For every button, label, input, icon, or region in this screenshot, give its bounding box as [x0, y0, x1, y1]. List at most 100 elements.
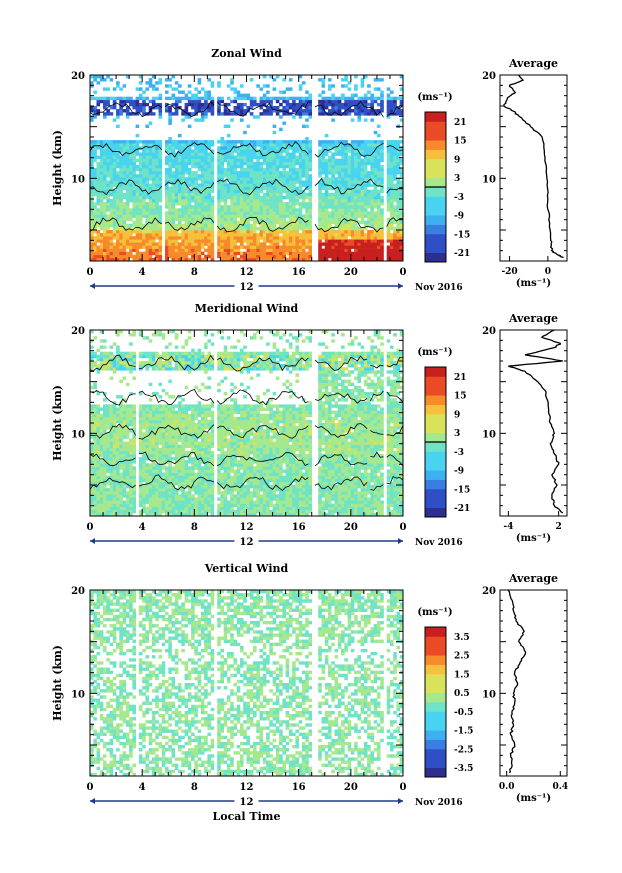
heatmap-cell [132, 444, 136, 449]
heatmap-cell [236, 214, 241, 218]
heatmap-cell [90, 96, 94, 101]
heatmap-cell [305, 161, 309, 166]
heatmap-cell [344, 205, 348, 209]
heatmap-cell [262, 171, 267, 175]
heatmap-cell [135, 199, 140, 203]
heatmap-cell [331, 93, 335, 97]
heatmap-cell [363, 214, 368, 218]
heatmap-cell [282, 248, 286, 252]
heatmap-cell [292, 257, 296, 262]
heatmap-cell [259, 242, 264, 246]
heatmap-cell [96, 413, 101, 418]
heatmap-cell [376, 257, 381, 262]
heatmap-cell [259, 189, 264, 194]
heatmap-cell [122, 404, 127, 408]
heatmap-cell [116, 124, 120, 128]
heatmap-cell [376, 236, 381, 240]
heatmap-cell [171, 226, 176, 231]
heatmap-cell [132, 106, 136, 110]
heatmap-cell [275, 75, 280, 79]
heatmap-cell [129, 333, 133, 337]
heatmap-cell [119, 87, 123, 91]
heatmap-cell [112, 96, 117, 101]
heatmap-cell [226, 233, 231, 237]
heatmap-cell [116, 189, 120, 194]
heatmap-cell [350, 233, 355, 237]
heatmap-cell [145, 351, 149, 356]
heatmap-cell [301, 214, 306, 218]
heatmap-cell [184, 236, 189, 240]
heatmap-cell [148, 239, 153, 243]
heatmap-cell [191, 93, 195, 97]
heatmap-cell [165, 174, 169, 178]
heatmap-cell [148, 171, 153, 175]
heatmap-cell [103, 236, 107, 240]
heatmap-cell [125, 364, 130, 368]
heatmap-cell [233, 189, 238, 194]
heatmap-cell [246, 236, 251, 240]
heatmap-cell [129, 226, 133, 231]
heatmap-cell [386, 257, 391, 262]
heatmap-cell [116, 457, 120, 461]
heatmap-cell [168, 233, 172, 237]
colorbar-swatch [425, 130, 446, 141]
heatmap-cell [99, 205, 104, 209]
heatmap-cell [129, 460, 133, 464]
heatmap-cell [279, 257, 283, 262]
heatmap-cell [308, 164, 312, 169]
heatmap-cell [301, 158, 306, 163]
heatmap-cell [292, 214, 296, 218]
heatmap-cell [305, 155, 309, 159]
heatmap-cell [282, 99, 286, 104]
heatmap-cell [181, 254, 185, 259]
heatmap-cell [347, 226, 352, 231]
heatmap-cell [125, 478, 130, 483]
heatmap-cell [168, 158, 172, 163]
heatmap-cell [145, 189, 149, 194]
heatmap-cell [363, 236, 368, 240]
heatmap-cell [292, 155, 296, 159]
heatmap-cell [226, 217, 231, 221]
heatmap-cell [148, 485, 153, 489]
heatmap-cell [174, 236, 179, 240]
heatmap-cell [249, 102, 254, 107]
heatmap-cell [132, 208, 136, 212]
heatmap-cell [165, 158, 169, 163]
heatmap-cell [236, 251, 241, 256]
heatmap-cell [243, 149, 247, 153]
heatmap-cell [90, 202, 94, 206]
heatmap-cell [145, 404, 149, 408]
heatmap-cell [181, 155, 185, 159]
heatmap-cell [331, 254, 335, 259]
heatmap-cell [112, 472, 117, 476]
heatmap-cell [122, 416, 127, 421]
heatmap-cell [217, 186, 221, 190]
heatmap-cell [350, 140, 355, 144]
heatmap-cell [93, 423, 97, 427]
heatmap-cell [116, 177, 120, 181]
heatmap-cell [106, 158, 110, 163]
heatmap-cell [93, 242, 97, 246]
heatmap-cell [321, 161, 326, 166]
heatmap-cell [236, 109, 241, 113]
heatmap-cell [279, 149, 283, 153]
heatmap-cell [138, 485, 143, 489]
heatmap-cell [129, 481, 133, 486]
heatmap-cell [321, 171, 326, 175]
heatmap-cell [178, 161, 182, 166]
heatmap-cell [373, 226, 378, 231]
heatmap-cell [337, 96, 342, 101]
heatmap-cell [272, 109, 277, 113]
heatmap-cell [184, 208, 189, 212]
heatmap-cell [96, 472, 101, 476]
heatmap-cell [328, 140, 332, 144]
heatmap-cell [103, 155, 107, 159]
heatmap-cell [187, 220, 192, 225]
heatmap-cell [142, 245, 146, 249]
heatmap-cell [109, 199, 114, 203]
heatmap-cell [269, 220, 273, 225]
heatmap-cell [103, 398, 107, 402]
heatmap-cell [116, 174, 120, 178]
heatmap-cell [230, 168, 234, 172]
heatmap-cell [204, 106, 208, 110]
